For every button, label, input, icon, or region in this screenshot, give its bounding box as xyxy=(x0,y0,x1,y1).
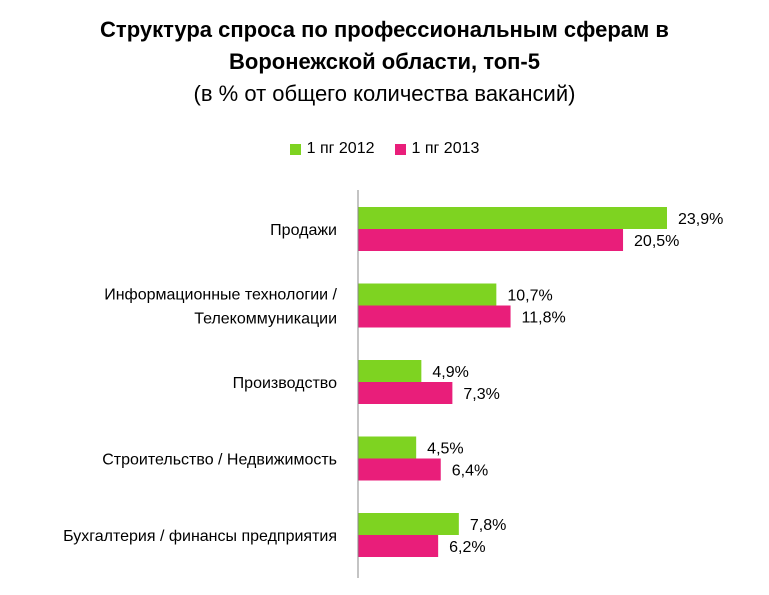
value-label-2012-4: 7,8% xyxy=(470,517,506,534)
chart-title-line-1: Структура спроса по профессиональным сфе… xyxy=(100,17,669,42)
value-label-2013-0: 20,5% xyxy=(634,233,679,250)
legend-swatch-2013 xyxy=(394,143,406,155)
chart-title-line-2: Воронежской области, топ-5 xyxy=(229,49,540,74)
category-label-1-0: Информационные технологии / xyxy=(104,287,337,304)
legend-item-2012: 1 пг 2012 xyxy=(289,140,375,158)
bar-2012-3 xyxy=(358,436,417,459)
legend-item-2013: 1 пг 2013 xyxy=(394,140,480,158)
chart-subtitle: (в % от общего количества вакансий) xyxy=(193,81,576,106)
bar-2012-0 xyxy=(358,207,667,229)
value-label-2012-0: 23,9% xyxy=(678,211,723,228)
bar-2012-4 xyxy=(358,513,459,535)
value-label-2012-2: 4,9% xyxy=(432,364,468,381)
bar-2013-1 xyxy=(358,305,511,328)
chart-title-block: Структура спроса по профессиональным сфе… xyxy=(0,14,769,110)
chart-legend: 1 пг 2012 1 пг 2013 xyxy=(0,140,769,158)
category-label-1-1: Телекоммуникации xyxy=(194,311,337,328)
legend-swatch-2012 xyxy=(289,143,301,155)
value-label-2013-1: 11,8% xyxy=(522,310,566,327)
bar-2012-2 xyxy=(358,360,422,382)
bar-2013-2 xyxy=(358,382,453,404)
category-label-3-0: Строительство / Недвижимость xyxy=(102,452,337,469)
value-label-2013-3: 6,4% xyxy=(452,463,488,480)
bar-2013-4 xyxy=(358,535,439,557)
value-label-2013-2: 7,3% xyxy=(463,386,499,403)
value-label-2013-4: 6,2% xyxy=(449,539,485,556)
category-label-2-0: Производство xyxy=(233,375,337,392)
legend-label-2013: 1 пг 2013 xyxy=(411,140,480,157)
value-label-2012-3: 4,5% xyxy=(427,441,463,458)
value-label-2012-1: 10,7% xyxy=(507,288,552,305)
bar-2013-0 xyxy=(358,229,624,251)
bar-2013-3 xyxy=(358,458,441,481)
category-label-4-0: Бухгалтерия / финансы предприятия xyxy=(63,528,337,545)
legend-label-2012: 1 пг 2012 xyxy=(306,140,375,157)
bar-2012-1 xyxy=(358,283,497,306)
category-label-0-0: Продажи xyxy=(270,222,337,239)
